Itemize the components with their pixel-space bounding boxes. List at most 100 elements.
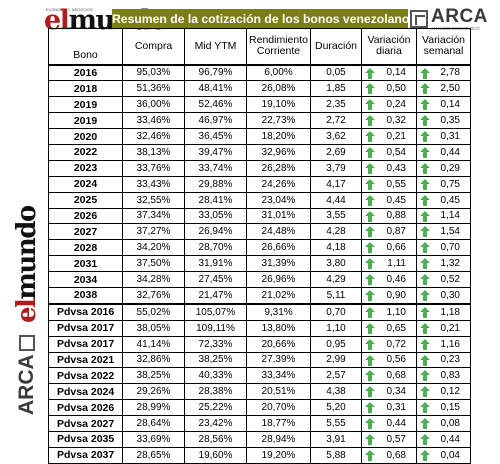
mid-ytm-cell-value: 23,42% <box>198 418 233 430</box>
compra-cell: 38,05% <box>122 320 185 337</box>
mid-ytm-cell-value: 31,91% <box>198 258 233 270</box>
mid-ytm-cell-value: 46,97% <box>198 115 233 127</box>
table-row: Pdvsa 2027 28,64% 23,42% 18,77% 5,55 0,44 0,08 <box>48 415 471 432</box>
elmundo-tagline: ECONOMÍA Y NEGOCIOS <box>46 8 93 12</box>
arrow-up-icon <box>420 402 430 414</box>
side-arca-mark-icon <box>19 335 35 351</box>
duracion-cell: 2,35 <box>310 96 362 114</box>
mid-ytm-cell-value: 48,41% <box>198 83 233 95</box>
rendimiento-cell-value: 26,28% <box>261 162 296 174</box>
rendimiento-cell: 6,00% <box>246 64 311 82</box>
mid-ytm-cell: 19,60% <box>184 447 247 464</box>
var-diaria-cell-value: 0,88 <box>386 210 406 222</box>
table-row: Pdvsa 2022 38,25% 40,33% 33,34% 2,57 0,68 0,83 <box>48 367 471 385</box>
table-row: Pdvsa 2024 29,26% 28,38% 20,51% 4,38 0,34 0,12 <box>48 383 471 401</box>
compra-cell: 33,46% <box>122 112 185 130</box>
var-semanal-cell-value: 0,44 <box>440 433 460 445</box>
duracion-cell: 3,80 <box>310 255 362 273</box>
var-semanal-cell-value: 1,32 <box>440 258 460 270</box>
rendimiento-cell: 19,10% <box>246 96 311 114</box>
mid-ytm-cell-value: 28,38% <box>198 386 233 398</box>
var-diaria-cell-value: 0,68 <box>386 370 406 382</box>
mid-ytm-cell: 21,47% <box>184 287 247 305</box>
compra-cell: 33,76% <box>122 160 185 177</box>
var-semanal-cell-value: 1,54 <box>440 226 460 238</box>
duracion-cell: 2,72 <box>310 112 362 130</box>
var-diaria-cell: 0,31 <box>361 399 417 417</box>
duracion-cell-value: 0,70 <box>326 306 346 318</box>
compra-cell: 33,69% <box>122 431 185 448</box>
arrow-up-icon <box>420 146 430 158</box>
rendimiento-cell: 26,66% <box>246 239 311 257</box>
arrow-up-icon <box>365 258 375 270</box>
side-elmundo-wordmark: elmundo <box>12 206 42 323</box>
mid-ytm-cell-value: 36,45% <box>198 131 233 142</box>
var-semanal-cell: 1,32 <box>416 255 471 273</box>
col-header-mid-ytm: Mid YTM <box>184 28 247 66</box>
var-diaria-cell: 0,21 <box>361 128 417 145</box>
bond-name-cell-value: Pdvsa 2021 <box>57 353 115 366</box>
bond-name-cell: 2024 <box>48 176 123 193</box>
mid-ytm-cell: 27,45% <box>184 271 247 288</box>
var-diaria-cell: 0,50 <box>361 80 417 98</box>
var-diaria-cell: 0,90 <box>361 287 417 305</box>
var-semanal-cell: 0,12 <box>416 383 471 401</box>
col-header-var-semanal: Variación semanal <box>416 28 471 66</box>
rendimiento-cell-value: 31,39% <box>261 258 296 270</box>
var-diaria-cell: 0,55 <box>361 176 417 193</box>
rendimiento-cell-value: 33,34% <box>261 370 296 382</box>
duracion-cell-value: 1,10 <box>326 322 346 334</box>
arrow-up-icon <box>365 242 375 254</box>
mid-ytm-cell: 109,11% <box>184 320 247 337</box>
bond-name-cell: Pdvsa 2016 <box>48 302 123 321</box>
compra-cell: 32,55% <box>122 192 185 209</box>
var-semanal-cell-value: 0,08 <box>440 418 460 430</box>
arrow-up-icon <box>420 115 430 127</box>
arrow-up-icon <box>365 370 375 382</box>
var-diaria-cell: 1,10 <box>361 302 417 321</box>
arrow-up-icon <box>420 289 430 301</box>
rendimiento-cell-value: 9,31% <box>264 306 293 318</box>
var-semanal-cell-value: 0,45 <box>440 194 460 206</box>
duracion-cell-value: 2,35 <box>326 99 346 111</box>
compra-cell: 36,00% <box>122 96 185 114</box>
var-semanal-cell: 1,16 <box>416 336 471 353</box>
compra-cell-value: 32,86% <box>136 354 171 366</box>
duracion-cell: 3,62 <box>310 128 362 145</box>
mid-ytm-cell: 26,94% <box>184 223 247 241</box>
compra-cell-value: 38,25% <box>136 370 171 382</box>
var-semanal-cell: 0,15 <box>416 399 471 417</box>
bond-name-cell-value: Pdvsa 2026 <box>57 401 115 414</box>
arrow-up-icon <box>365 194 375 206</box>
bond-name-cell: 2031 <box>48 255 123 273</box>
bond-name-cell-value: 2016 <box>73 66 98 79</box>
bond-name-cell: Pdvsa 2024 <box>48 383 123 401</box>
bond-name-cell-value: 2028 <box>73 241 98 254</box>
var-semanal-cell-value: 0,29 <box>440 162 460 174</box>
compra-cell: 28,99% <box>122 399 185 417</box>
mid-ytm-cell: 28,41% <box>184 192 247 209</box>
var-semanal-cell-value: 0,14 <box>440 99 460 111</box>
compra-cell-value: 34,28% <box>136 274 171 286</box>
mid-ytm-cell-value: 25,22% <box>198 402 233 414</box>
arrow-up-icon <box>365 289 375 301</box>
compra-cell-value: 38,13% <box>136 146 171 158</box>
bonds-table: Bono Compra Mid YTM Rendimiento Corrient… <box>48 28 471 464</box>
rendimiento-cell: 27,39% <box>246 352 311 369</box>
rendimiento-cell-value: 26,08% <box>261 83 296 95</box>
bond-name-cell-value: Pdvsa 2022 <box>57 369 115 382</box>
mid-ytm-cell: 96,79% <box>184 64 247 82</box>
var-diaria-cell-value: 0,43 <box>386 162 406 174</box>
rendimiento-cell: 20,51% <box>246 383 311 401</box>
duracion-cell: 4,28 <box>310 223 362 241</box>
arrow-up-icon <box>420 338 430 350</box>
var-semanal-cell: 0,21 <box>416 320 471 337</box>
mid-ytm-cell-value: 29,88% <box>198 178 233 190</box>
compra-cell: 32,86% <box>122 352 185 369</box>
var-semanal-cell-value: 0,83 <box>440 370 460 382</box>
duracion-cell: 4,29 <box>310 271 362 288</box>
arrow-up-icon <box>365 418 375 430</box>
table-row: Pdvsa 2037 28,65% 19,60% 19,20% 5,88 0,68 0,04 <box>48 447 471 464</box>
table-row: Pdvsa 2017 38,05% 109,11% 13,80% 1,10 0,65 0,2… <box>48 320 471 337</box>
rendimiento-cell: 26,96% <box>246 271 311 288</box>
